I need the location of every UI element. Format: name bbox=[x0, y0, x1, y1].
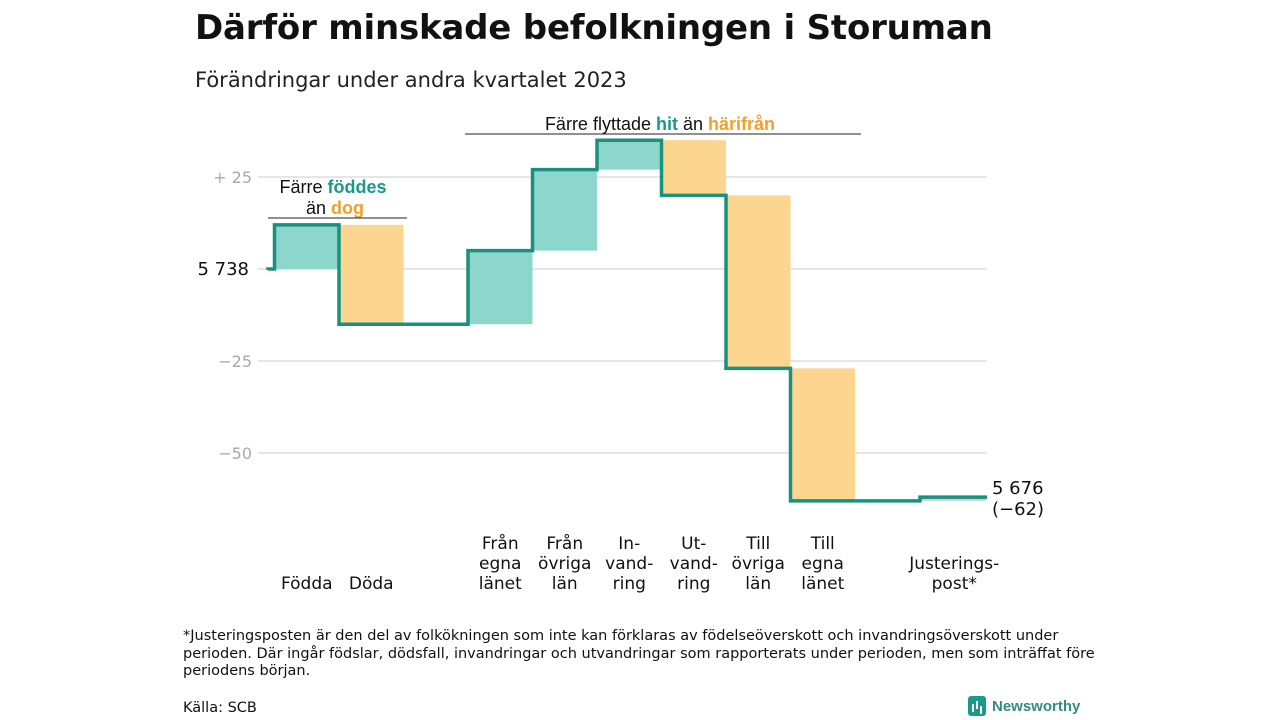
x-category-label: Födda bbox=[280, 574, 333, 594]
brand-name: Newsworthy bbox=[992, 697, 1081, 715]
brand-logo: Newsworthy bbox=[968, 696, 1080, 716]
waterfall-bar bbox=[274, 224, 339, 269]
x-category-label: Från egna länet bbox=[478, 534, 522, 594]
waterfall-bar bbox=[920, 497, 987, 501]
waterfall-bar bbox=[597, 140, 662, 170]
x-category-label: Döda bbox=[348, 574, 394, 594]
step-line bbox=[266, 138, 987, 503]
waterfall-bar bbox=[339, 224, 404, 325]
end-change-label: (−62) bbox=[992, 499, 1044, 520]
x-category-label: Till egna länet bbox=[801, 534, 845, 594]
y-tick-label: −50 bbox=[218, 444, 252, 463]
x-category-label: Till övriga län bbox=[731, 534, 785, 594]
waterfall-bar bbox=[468, 250, 533, 325]
y-tick-label: −25 bbox=[218, 352, 252, 371]
waterfall-bar bbox=[726, 195, 791, 369]
start-value-label: 5 738 bbox=[197, 259, 249, 280]
annotation-births-line1: Färre föddes bbox=[279, 177, 386, 197]
waterfall-bar bbox=[532, 169, 597, 251]
chart-subtitle: Förändringar under andra kvartalet 2023 bbox=[195, 68, 627, 92]
x-category-label: Ut- vand- ring bbox=[669, 534, 718, 594]
y-tick-label: + 25 bbox=[213, 168, 252, 187]
waterfall-bar bbox=[790, 368, 855, 501]
annotation-births-line2: än dog bbox=[306, 198, 364, 218]
x-category-label: Justerings- post* bbox=[909, 554, 1000, 594]
end-value-label: 5 676 bbox=[992, 478, 1044, 499]
chart-title: Därför minskade befolkningen i Storuman bbox=[195, 8, 993, 48]
x-category-label: Från övriga län bbox=[538, 534, 592, 594]
x-category-label: In- vand- ring bbox=[605, 534, 654, 594]
footnote: *Justeringsposten är den del av folkökni… bbox=[183, 628, 1095, 679]
waterfall-bar bbox=[661, 140, 726, 196]
annotation-migration: Färre flyttade hit än härifrån bbox=[545, 114, 775, 134]
newsworthy-logo-icon bbox=[968, 696, 986, 716]
source-note: Källa: SCB bbox=[183, 700, 257, 716]
